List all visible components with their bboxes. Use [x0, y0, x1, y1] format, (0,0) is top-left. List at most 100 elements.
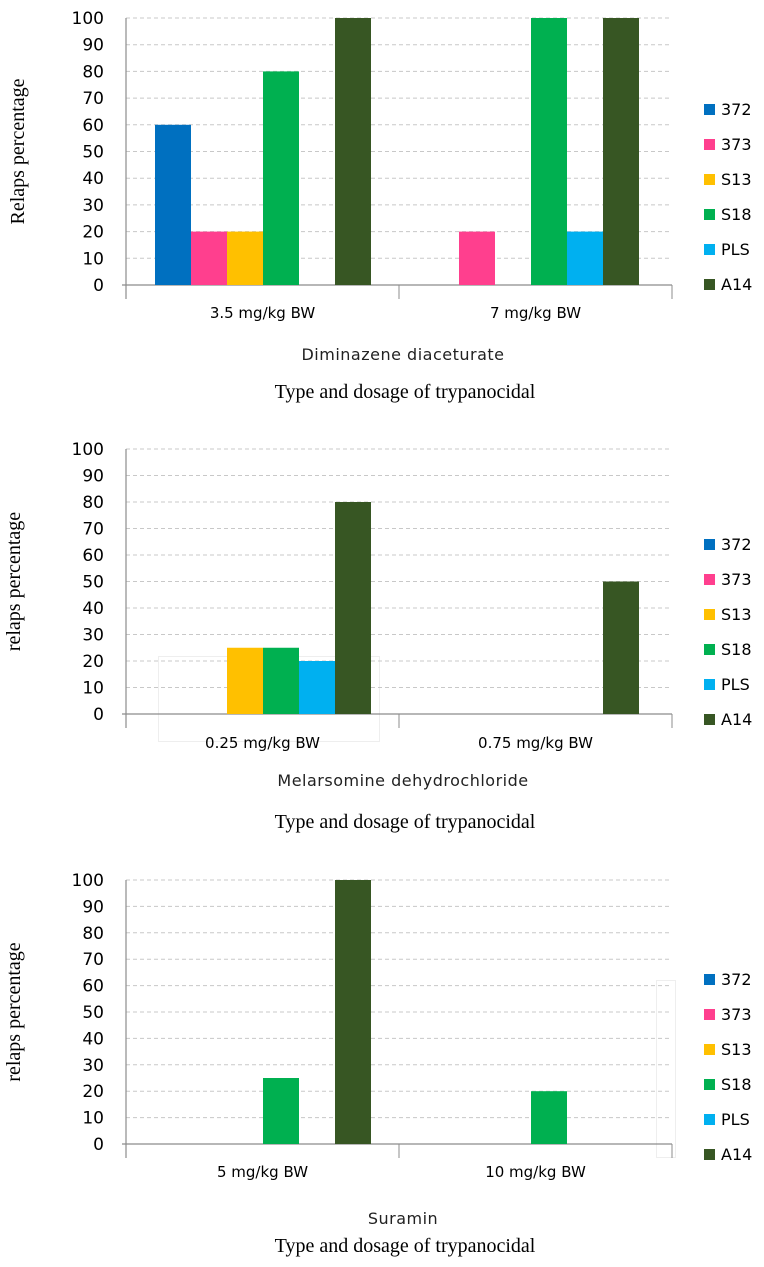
legend-label: 372: [721, 100, 752, 119]
legend-label: A14: [721, 1145, 752, 1164]
y-tick-label: 30: [82, 626, 104, 646]
bar-A14-1: [603, 18, 639, 285]
legend-swatch: [704, 209, 715, 220]
bar-A14-0: [335, 502, 371, 714]
y-tick-label: 20: [82, 652, 104, 672]
legend-swatch: [704, 574, 715, 585]
legend-label: 373: [721, 135, 752, 154]
bar-S18-1: [531, 18, 567, 285]
x-axis-title: Type and dosage of trypanocidal: [275, 1235, 536, 1257]
y-tick-label: 40: [82, 169, 104, 189]
x-category-label: 5 mg/kg BW: [217, 1163, 308, 1181]
y-tick-label: 80: [82, 924, 104, 944]
legend-label: PLS: [721, 240, 750, 259]
group-label: Suramin: [368, 1209, 438, 1228]
legend-label: PLS: [721, 675, 750, 694]
legend-swatch: [704, 644, 715, 655]
legend-swatch: [704, 104, 715, 115]
legend-label: S18: [721, 640, 752, 659]
bar-S18-0: [263, 1078, 299, 1144]
y-tick-label: 40: [82, 599, 104, 619]
legend-label: S18: [721, 1075, 752, 1094]
chart-svg: 0 10 20 30 40 50 60 70 80 90 100 5 mg/kg BW 10 mg/kg…: [3, 871, 752, 1257]
chart-svg: 0 10 20 30 40 50 60 70 80 90 100 0.25 mg/kg BW 0.75 …: [3, 440, 752, 833]
x-category-label: 7 mg/kg BW: [490, 304, 581, 322]
bar-S18-1: [531, 1091, 567, 1144]
legend-swatch: [704, 1044, 715, 1055]
bar-A14-1: [603, 581, 639, 714]
group-label: Melarsomine dehydrochloride: [277, 771, 528, 790]
legend-label: S18: [721, 205, 752, 224]
x-category-label: 10 mg/kg BW: [485, 1163, 586, 1181]
legend-label: 372: [721, 535, 752, 554]
y-tick-label: 70: [82, 89, 104, 109]
y-tick-label: 10: [82, 1109, 104, 1129]
y-tick-label: 20: [82, 223, 104, 243]
x-axis-title: Type and dosage of trypanocidal: [275, 381, 536, 403]
x-category-label: 0.25 mg/kg BW: [205, 734, 320, 752]
y-tick-label: 80: [82, 62, 104, 82]
y-tick-label: 30: [82, 196, 104, 216]
x-category-label: 3.5 mg/kg BW: [210, 304, 316, 322]
x-category-label: 0.75 mg/kg BW: [478, 734, 593, 752]
y-tick-label: 90: [82, 897, 104, 917]
bar-A14-0: [335, 880, 371, 1144]
legend-label: 372: [721, 970, 752, 989]
chart-svg: 0 10 20 30 40 50 60 70 80 90 100 3.5 mg/kg BW 7 mg/k…: [7, 9, 752, 403]
y-tick-label: 10: [82, 249, 104, 269]
legend-label: PLS: [721, 1110, 750, 1129]
legend-swatch: [704, 1114, 715, 1125]
y-tick-label: 70: [82, 520, 104, 540]
chart-melarsomine: 0 10 20 30 40 50 60 70 80 90 100 0.25 mg/kg BW 0.75 …: [0, 430, 764, 840]
legend-label: A14: [721, 275, 752, 294]
bar-373-0: [191, 231, 227, 285]
legend-swatch: [704, 539, 715, 550]
label-frame: [656, 980, 676, 1158]
bar-PLS-1: [567, 231, 603, 285]
group-label: Diminazene diaceturate: [301, 345, 504, 364]
y-tick-label: 60: [82, 546, 104, 566]
legend-swatch: [704, 244, 715, 255]
y-tick-label: 0: [93, 1135, 104, 1155]
y-tick-label: 90: [82, 36, 104, 56]
legend-swatch: [704, 679, 715, 690]
bar-PLS-0: [299, 661, 335, 714]
legend-label: A14: [721, 710, 752, 729]
legend-label: S13: [721, 1040, 752, 1059]
y-axis-title: relaps percentage: [3, 512, 25, 651]
legend-swatch: [704, 609, 715, 620]
legend-swatch: [704, 974, 715, 985]
y-axis-title: relaps percentage: [3, 942, 25, 1081]
y-tick-label: 10: [82, 679, 104, 699]
chart-diminazene: 0 10 20 30 40 50 60 70 80 90 100 3.5 mg/kg BW 7 mg/k…: [0, 0, 764, 415]
legend-swatch: [704, 139, 715, 150]
legend-swatch: [704, 174, 715, 185]
bar-S18-0: [263, 647, 299, 714]
bar-S13-0: [227, 647, 263, 714]
bar-S13-0: [227, 231, 263, 285]
y-tick-label: 60: [82, 116, 104, 136]
y-tick-label: 40: [82, 1029, 104, 1049]
legend-swatch: [704, 1079, 715, 1090]
bar-372-0: [155, 124, 191, 285]
legend-swatch: [704, 1149, 715, 1160]
y-tick-label: 50: [82, 143, 104, 163]
legend-swatch: [704, 279, 715, 290]
legend-label: S13: [721, 605, 752, 624]
y-axis-title: Relaps percentage: [7, 78, 29, 224]
bar-A14-0: [335, 18, 371, 285]
y-tick-label: 70: [82, 950, 104, 970]
y-tick-label: 90: [82, 467, 104, 487]
legend-swatch: [704, 1009, 715, 1020]
y-tick-label: 100: [72, 440, 104, 460]
legend-label: S13: [721, 170, 752, 189]
y-tick-label: 50: [82, 1003, 104, 1023]
chart-suramin: 0 10 20 30 40 50 60 70 80 90 100 5 mg/kg BW 10 mg/kg…: [0, 860, 764, 1267]
y-tick-label: 30: [82, 1056, 104, 1076]
y-tick-label: 50: [82, 573, 104, 593]
legend-label: 373: [721, 1005, 752, 1024]
bar-373-1: [459, 231, 495, 285]
legend-swatch: [704, 714, 715, 725]
y-tick-label: 100: [72, 871, 104, 891]
y-tick-label: 100: [72, 9, 104, 29]
